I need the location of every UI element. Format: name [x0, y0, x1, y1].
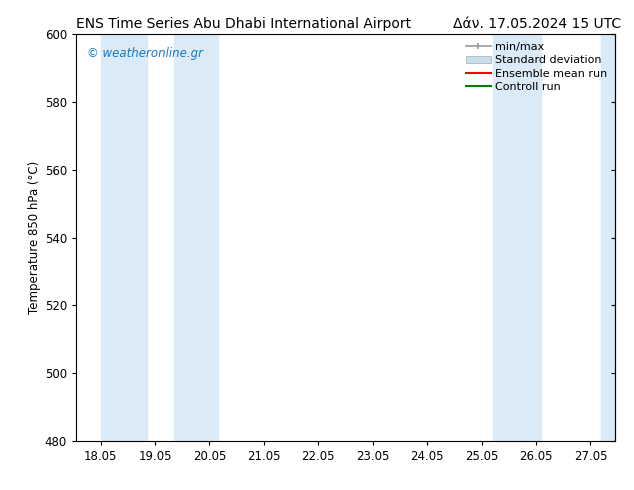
Text: Δάν. 17.05.2024 15 UTC: Δάν. 17.05.2024 15 UTC: [453, 17, 621, 31]
Text: ENS Time Series Abu Dhabi International Airport: ENS Time Series Abu Dhabi International …: [76, 17, 411, 31]
Text: © weatheronline.gr: © weatheronline.gr: [87, 47, 203, 59]
Bar: [602, 34, 628, 441]
Bar: [101, 34, 147, 441]
Bar: [493, 34, 541, 441]
Bar: [174, 34, 217, 441]
Y-axis label: Temperature 850 hPa (°C): Temperature 850 hPa (°C): [28, 161, 41, 314]
Legend: min/max, Standard deviation, Ensemble mean run, Controll run: min/max, Standard deviation, Ensemble me…: [464, 40, 609, 94]
